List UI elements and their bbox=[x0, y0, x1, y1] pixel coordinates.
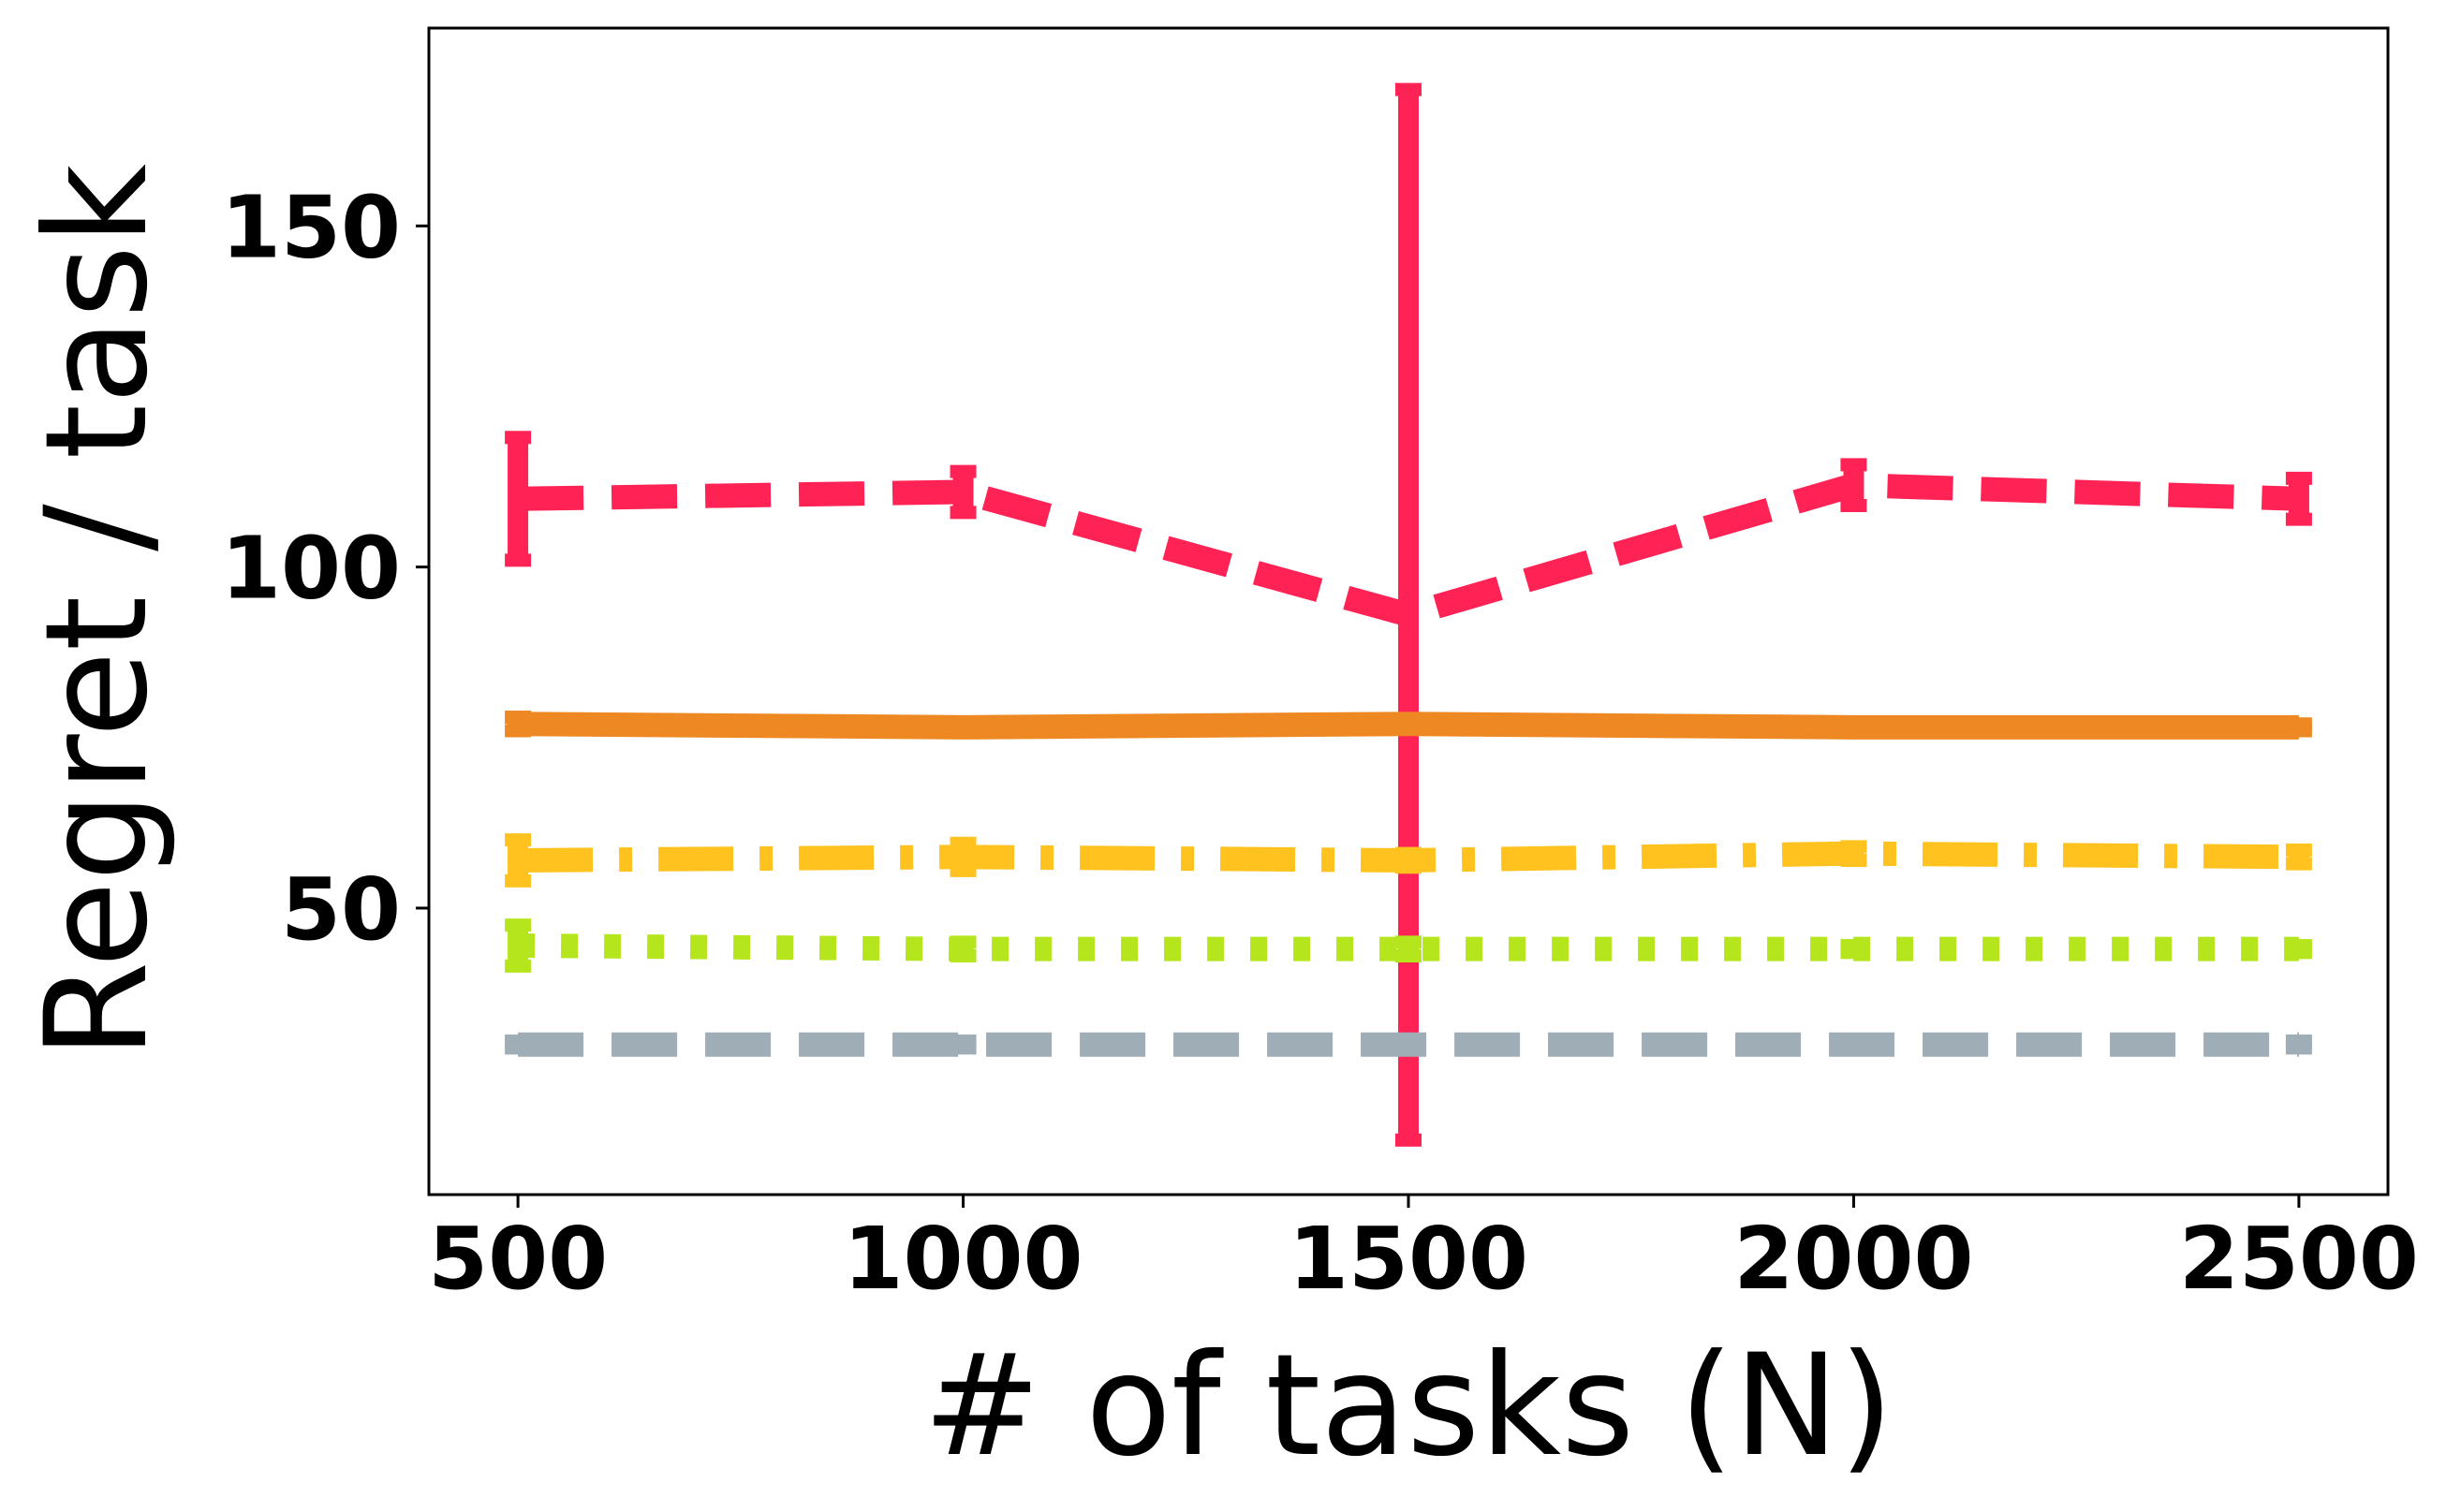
tick-layer: 500 1000 1500 2000 2500 50 100 150 bbox=[221, 177, 2419, 1309]
x-axis-title: # of tasks (N) bbox=[923, 1325, 1894, 1488]
series-line bbox=[517, 473, 2300, 627]
x-tick-label: 1500 bbox=[1289, 1209, 1528, 1309]
series-1 bbox=[505, 710, 2312, 740]
series-4 bbox=[505, 1032, 2312, 1057]
y-tick-label: 100 bbox=[221, 519, 401, 619]
y-axis-title: Regret / task bbox=[16, 164, 179, 1059]
x-tick-label: 2500 bbox=[2179, 1209, 2419, 1309]
series-2 bbox=[505, 833, 2312, 888]
y-tick-label: 50 bbox=[281, 859, 401, 960]
series-3 bbox=[505, 918, 2312, 973]
series-0 bbox=[505, 82, 2312, 1147]
x-tick-label: 500 bbox=[428, 1209, 608, 1309]
series-layer bbox=[505, 82, 2312, 1147]
x-tick-label: 2000 bbox=[1733, 1209, 1973, 1309]
series-line bbox=[517, 712, 2299, 740]
x-tick-label: 1000 bbox=[844, 1209, 1083, 1309]
series-line bbox=[517, 841, 2300, 873]
y-tick-label: 150 bbox=[221, 177, 401, 277]
